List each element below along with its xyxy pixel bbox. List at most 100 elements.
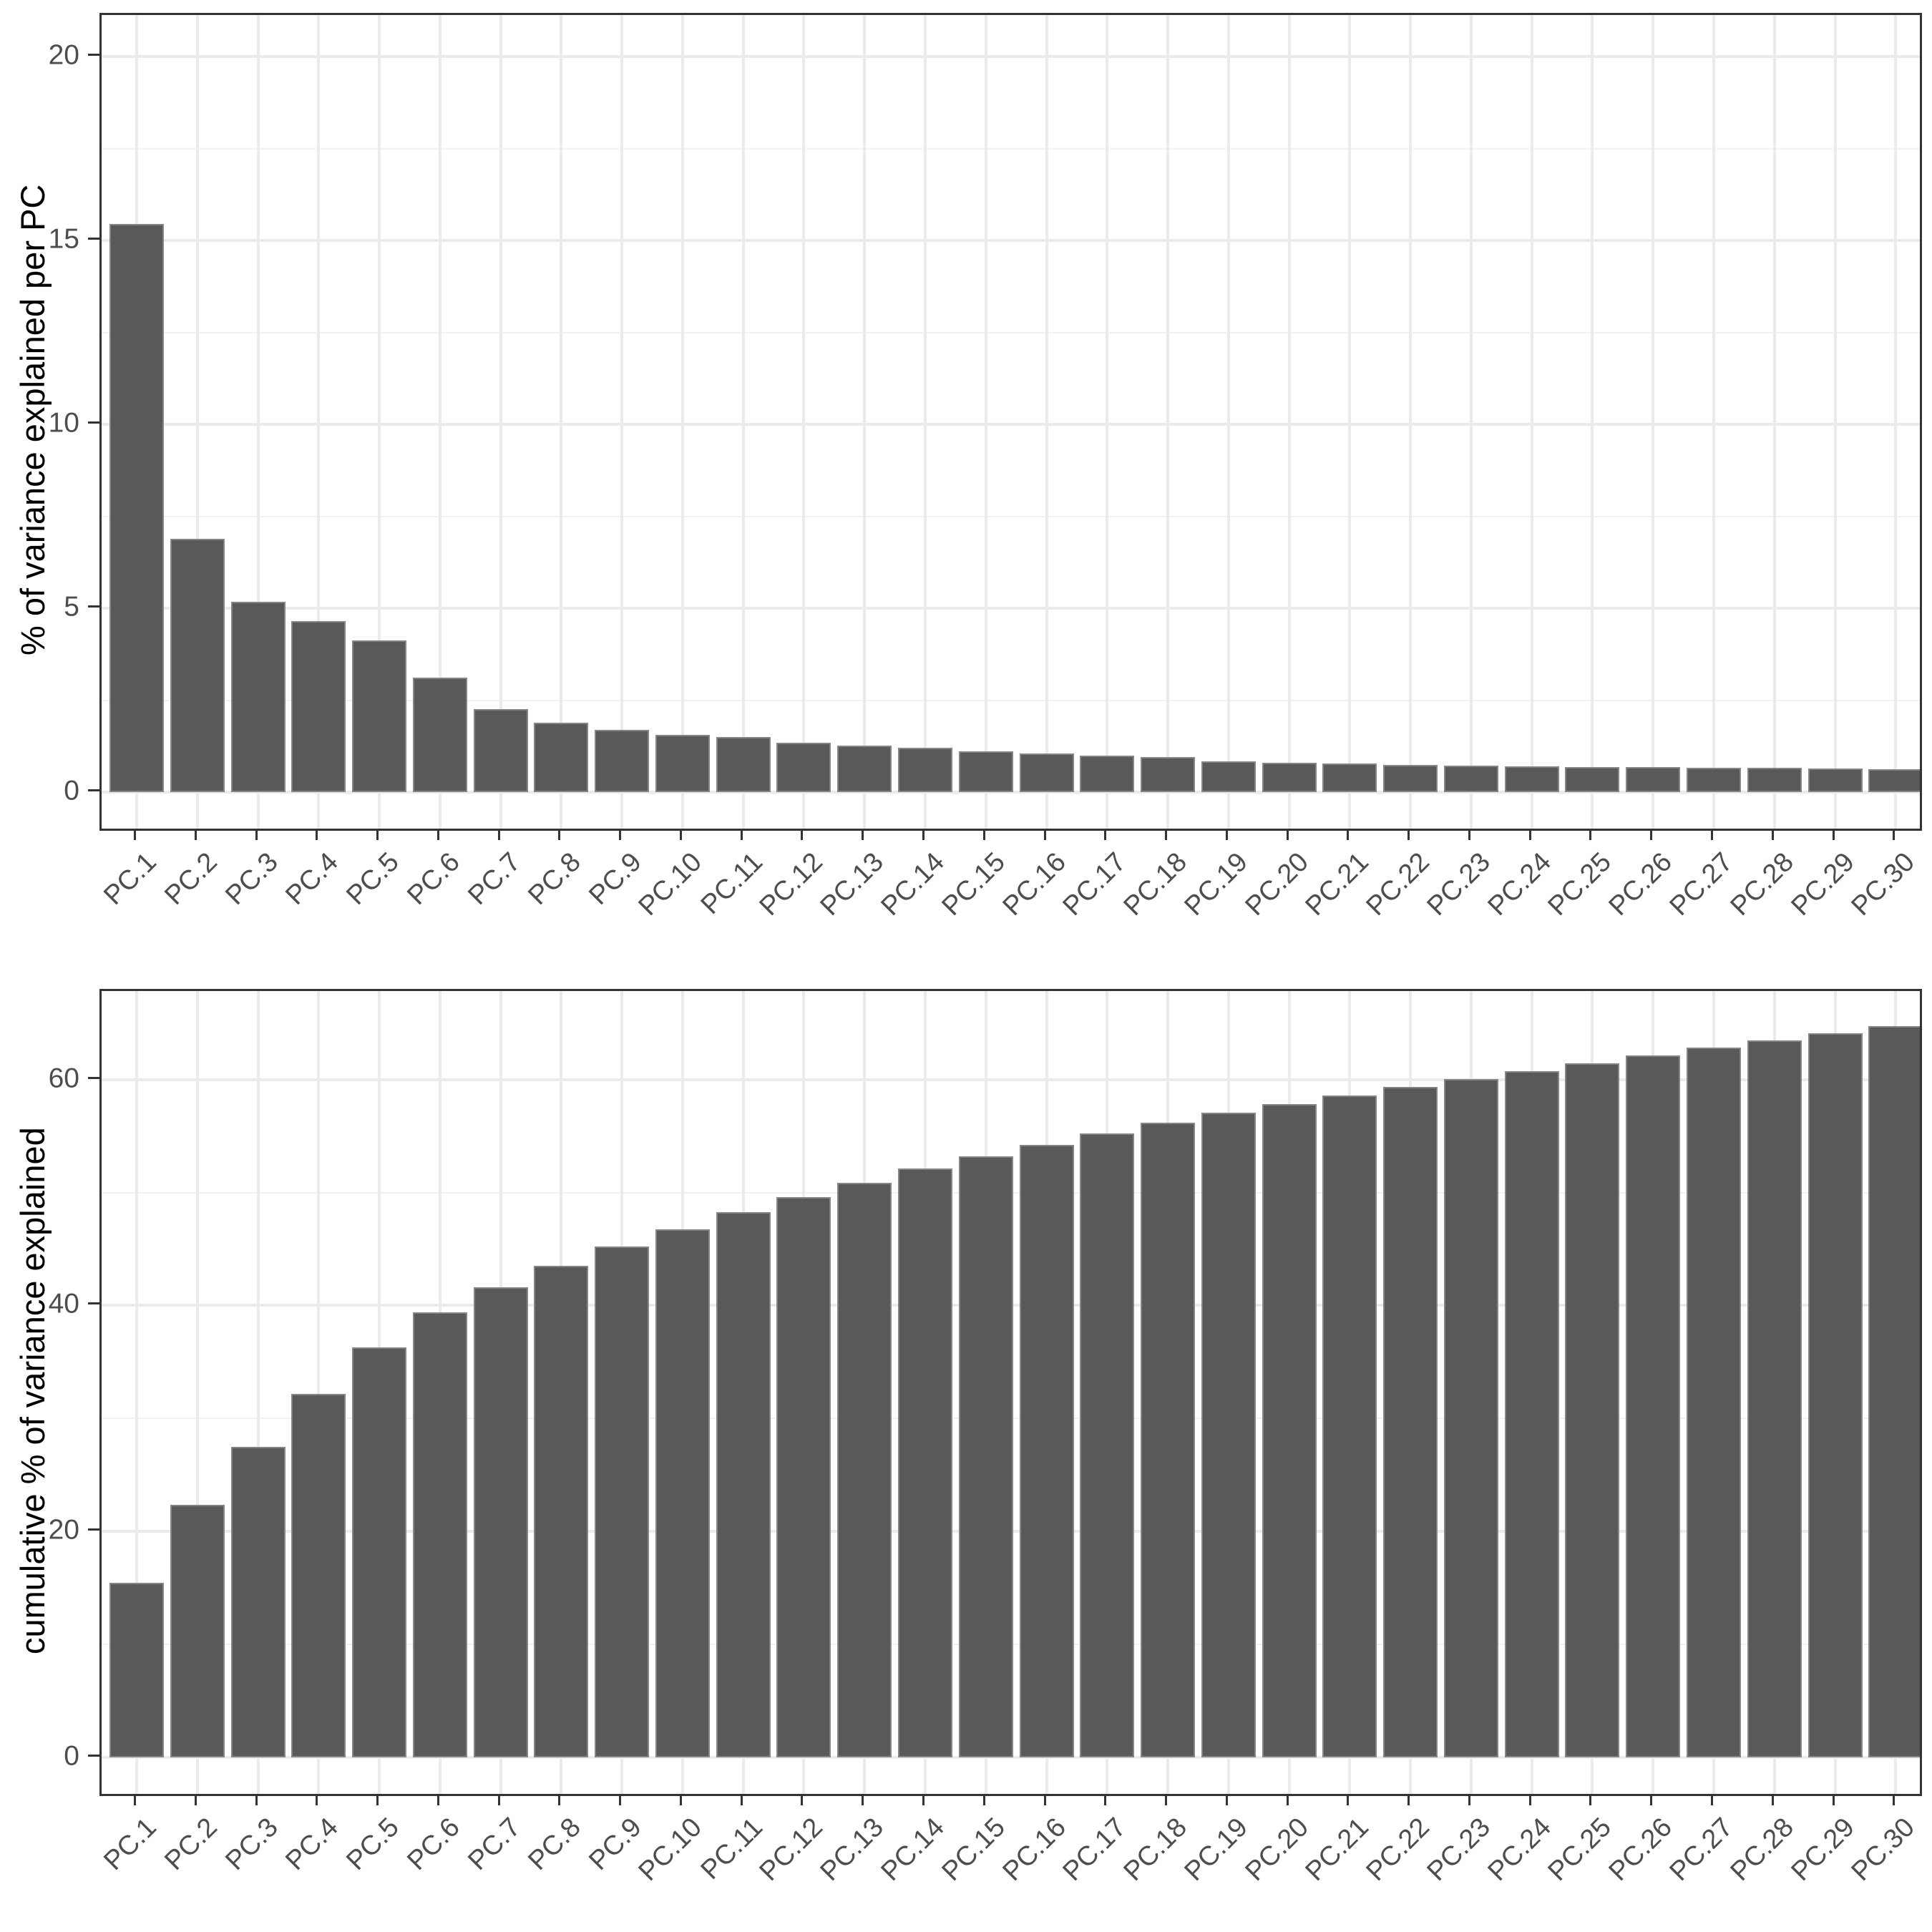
gridline-minor xyxy=(102,699,1920,701)
y-tick-mark xyxy=(88,789,99,791)
x-tick-mark xyxy=(558,1794,561,1805)
y-tick-mark xyxy=(88,605,99,608)
x-tick-mark xyxy=(1893,1794,1896,1805)
gridline-vertical xyxy=(1833,15,1837,829)
bar-pc-16 xyxy=(1019,753,1074,792)
x-tick-mark xyxy=(1528,1794,1531,1805)
bar-pc-18 xyxy=(1141,1122,1196,1757)
bar-pc-23 xyxy=(1443,765,1498,792)
x-tick-mark xyxy=(1832,829,1835,840)
bar-pc-9 xyxy=(595,729,650,792)
bar-pc-6 xyxy=(412,678,467,792)
y-tick-label: 20 xyxy=(48,39,79,71)
x-tick-mark xyxy=(862,829,864,840)
x-tick-mark xyxy=(316,829,318,840)
x-tick-label: PC.5 xyxy=(341,1812,405,1877)
bar-pc-17 xyxy=(1080,755,1135,792)
x-tick-label: PC.12 xyxy=(753,1812,829,1887)
bar-pc-12 xyxy=(776,1196,831,1757)
y-axis-title: cumulative % of variance explained xyxy=(14,1126,52,1654)
gridline-vertical xyxy=(1712,15,1716,829)
bar-pc-22 xyxy=(1383,1087,1438,1757)
x-tick-mark xyxy=(1893,829,1896,840)
x-tick-label: PC.18 xyxy=(1118,1812,1193,1887)
bar-pc-27 xyxy=(1687,767,1742,792)
x-tick-mark xyxy=(1347,1794,1350,1805)
x-tick-label: PC.24 xyxy=(1482,1812,1557,1887)
x-tick-label: PC.3 xyxy=(219,1812,284,1877)
x-tick-mark xyxy=(1468,1794,1470,1805)
x-tick-label: PC.1 xyxy=(98,847,162,912)
gridline-vertical xyxy=(195,15,199,829)
x-tick-label: PC.18 xyxy=(1118,847,1193,922)
x-tick-label: PC.1 xyxy=(98,1812,162,1877)
gridline-vertical xyxy=(317,991,321,1794)
bar-pc-14 xyxy=(898,747,952,792)
x-tick-mark xyxy=(740,1794,743,1805)
x-tick-mark xyxy=(801,1794,804,1805)
x-tick-mark xyxy=(922,829,924,840)
y-tick-mark xyxy=(88,54,99,56)
x-tick-mark xyxy=(376,1794,379,1805)
y-tick-mark xyxy=(88,1755,99,1757)
bar-pc-25 xyxy=(1565,766,1620,792)
x-tick-mark xyxy=(436,829,439,840)
x-tick-mark xyxy=(619,1794,622,1805)
x-tick-label: PC.27 xyxy=(1664,847,1739,922)
x-tick-label: PC.7 xyxy=(462,1812,527,1877)
gridline-vertical xyxy=(863,15,867,829)
x-tick-label: PC.16 xyxy=(997,1812,1072,1887)
x-tick-mark xyxy=(1771,829,1774,840)
x-tick-label: PC.20 xyxy=(1239,1812,1314,1887)
bar-pc-29 xyxy=(1807,769,1863,792)
bar-pc-3 xyxy=(230,602,286,792)
x-tick-mark xyxy=(255,829,258,840)
y-tick-mark xyxy=(88,238,99,240)
gridline-minor xyxy=(102,147,1920,150)
x-tick-mark xyxy=(1104,829,1107,840)
bar-pc-10 xyxy=(655,1229,710,1757)
bar-pc-20 xyxy=(1262,1103,1317,1757)
x-tick-label: PC.23 xyxy=(1421,847,1496,922)
x-tick-mark xyxy=(376,829,379,840)
bar-pc-7 xyxy=(473,709,528,792)
gridline-vertical xyxy=(1287,15,1291,829)
x-tick-mark xyxy=(194,1794,197,1805)
x-tick-label: PC.11 xyxy=(695,1812,769,1885)
x-tick-mark xyxy=(1225,829,1228,840)
gridline-vertical xyxy=(256,991,260,1794)
x-tick-label: PC.3 xyxy=(219,847,284,912)
gridline-major xyxy=(102,239,1920,242)
x-tick-label: PC.10 xyxy=(633,1812,708,1887)
x-tick-label: PC.5 xyxy=(341,847,405,912)
gridline-vertical xyxy=(1106,15,1109,829)
gridline-minor xyxy=(102,331,1920,333)
x-tick-mark xyxy=(1104,1794,1107,1805)
x-tick-label: PC.4 xyxy=(280,847,345,912)
gridline-vertical xyxy=(741,15,745,829)
gridline-major xyxy=(102,1756,1920,1759)
gridline-vertical xyxy=(680,15,684,829)
bar-pc-8 xyxy=(534,1265,589,1757)
x-tick-label: PC.4 xyxy=(280,1812,345,1877)
gridline-vertical xyxy=(620,15,624,829)
gridline-major xyxy=(102,423,1920,426)
bar-pc-24 xyxy=(1504,1070,1559,1757)
x-tick-mark xyxy=(679,1794,682,1805)
gridline-vertical xyxy=(560,15,563,829)
x-tick-label: PC.2 xyxy=(159,847,223,912)
x-tick-label: PC.30 xyxy=(1845,1812,1921,1887)
bar-pc-5 xyxy=(352,1347,407,1757)
gridline-vertical xyxy=(256,15,260,829)
x-tick-mark xyxy=(1286,829,1289,840)
x-tick-mark xyxy=(255,1794,258,1805)
bar-pc-25 xyxy=(1565,1063,1620,1757)
bar-pc-4 xyxy=(291,1394,346,1757)
y-tick-label: 20 xyxy=(48,1514,79,1546)
x-tick-label: PC.8 xyxy=(522,847,587,912)
bar-pc-18 xyxy=(1141,756,1196,792)
x-tick-mark xyxy=(1589,829,1592,840)
x-tick-label: PC.19 xyxy=(1179,847,1254,922)
x-tick-label: PC.16 xyxy=(997,847,1072,922)
gridline-vertical xyxy=(1226,15,1230,829)
